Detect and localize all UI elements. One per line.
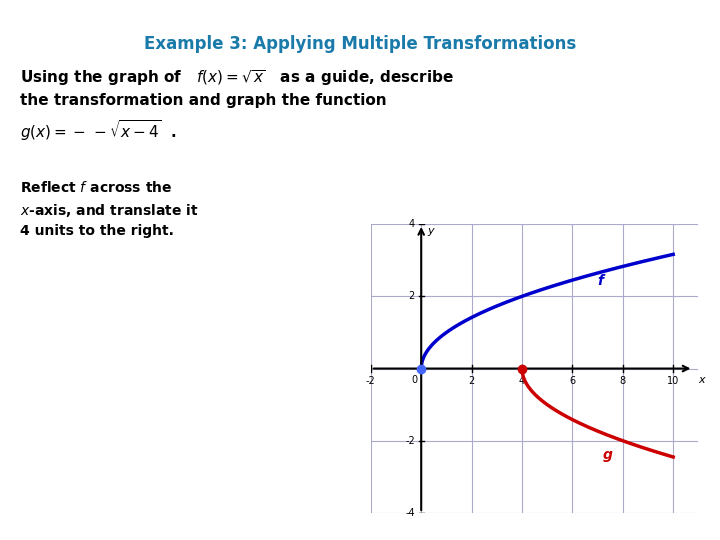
Text: Reflect $f$ across the: Reflect $f$ across the [20, 180, 172, 195]
Text: 10: 10 [667, 376, 680, 386]
Text: 4 units to the right.: 4 units to the right. [20, 224, 174, 238]
Text: the transformation and graph the function: the transformation and graph the functio… [20, 93, 387, 108]
Text: -4: -4 [405, 508, 415, 518]
Text: $x$-axis, and translate it: $x$-axis, and translate it [20, 202, 199, 219]
Text: 0: 0 [411, 375, 418, 385]
Text: $g\left(x\right)=-\,-\sqrt{x-4}$  .: $g\left(x\right)=-\,-\sqrt{x-4}$ . [20, 118, 176, 143]
Text: -2: -2 [366, 376, 376, 386]
Text: 4: 4 [519, 376, 525, 386]
Text: -2: -2 [405, 436, 415, 446]
Text: Example 3: Applying Multiple Transformations: Example 3: Applying Multiple Transformat… [144, 35, 576, 53]
Text: f: f [598, 274, 603, 288]
Text: x: x [698, 375, 705, 385]
Text: y: y [428, 226, 434, 236]
Text: Using the graph of   $f(x)=\sqrt{x}$   as a guide, describe: Using the graph of $f(x)=\sqrt{x}$ as a … [20, 68, 454, 88]
Text: 2: 2 [409, 291, 415, 301]
Text: 2: 2 [469, 376, 474, 386]
Text: 6: 6 [570, 376, 575, 386]
Text: g: g [603, 448, 613, 462]
Text: 8: 8 [620, 376, 626, 386]
Text: 4: 4 [409, 219, 415, 229]
